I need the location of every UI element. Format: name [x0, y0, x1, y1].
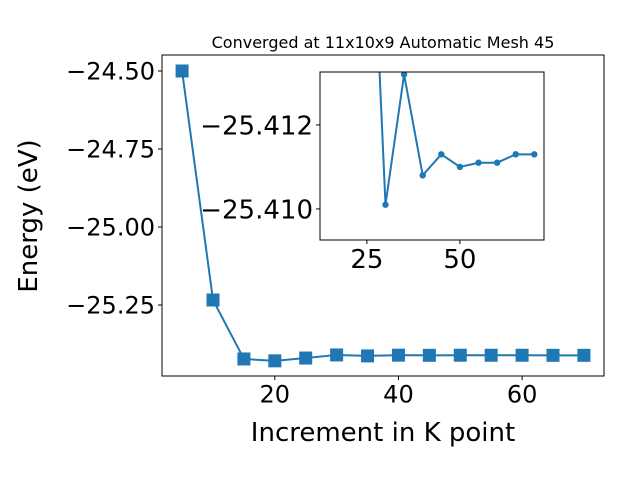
x-axis-label: Increment in K point	[251, 418, 515, 448]
marker	[330, 348, 344, 362]
marker	[422, 348, 436, 362]
y-axis-label: Energy (eV)	[14, 139, 44, 292]
marker	[453, 348, 467, 362]
x-tick-label: 60	[507, 380, 538, 408]
axes-frame	[319, 71, 545, 241]
marker	[438, 151, 445, 158]
y-tick-label: −24.50	[66, 58, 155, 86]
marker	[361, 349, 375, 363]
chart-title: Converged at 11x10x9 Automatic Mesh 45	[212, 33, 555, 52]
x-tick-label: 20	[260, 380, 291, 408]
marker	[493, 159, 501, 166]
marker	[484, 348, 498, 362]
marker	[456, 163, 464, 171]
marker	[299, 351, 313, 365]
marker	[531, 151, 538, 158]
marker	[400, 72, 408, 78]
marker	[391, 348, 405, 362]
y-tick-label: −25.410	[200, 195, 313, 225]
plot-area	[320, 72, 544, 240]
series	[175, 64, 591, 368]
marker	[175, 64, 189, 78]
marker	[512, 151, 519, 158]
marker	[382, 201, 389, 208]
data-line	[378, 72, 535, 205]
y-tick-label: −24.75	[66, 136, 155, 164]
x-tick-label: 25	[350, 245, 383, 275]
axes-frame	[161, 54, 605, 377]
marker	[515, 348, 529, 362]
marker	[237, 352, 251, 366]
y-tick-label: −25.00	[66, 214, 155, 242]
marker	[419, 172, 426, 179]
marker	[577, 348, 591, 362]
y-tick-label: −25.412	[200, 111, 313, 141]
y-tick-label: −25.25	[66, 292, 155, 320]
marker	[268, 354, 282, 368]
x-tick-label: 50	[443, 245, 476, 275]
x-tick-label: 40	[383, 380, 414, 408]
series	[378, 72, 538, 208]
marker	[206, 293, 220, 307]
marker	[475, 159, 482, 166]
marker	[546, 348, 560, 362]
